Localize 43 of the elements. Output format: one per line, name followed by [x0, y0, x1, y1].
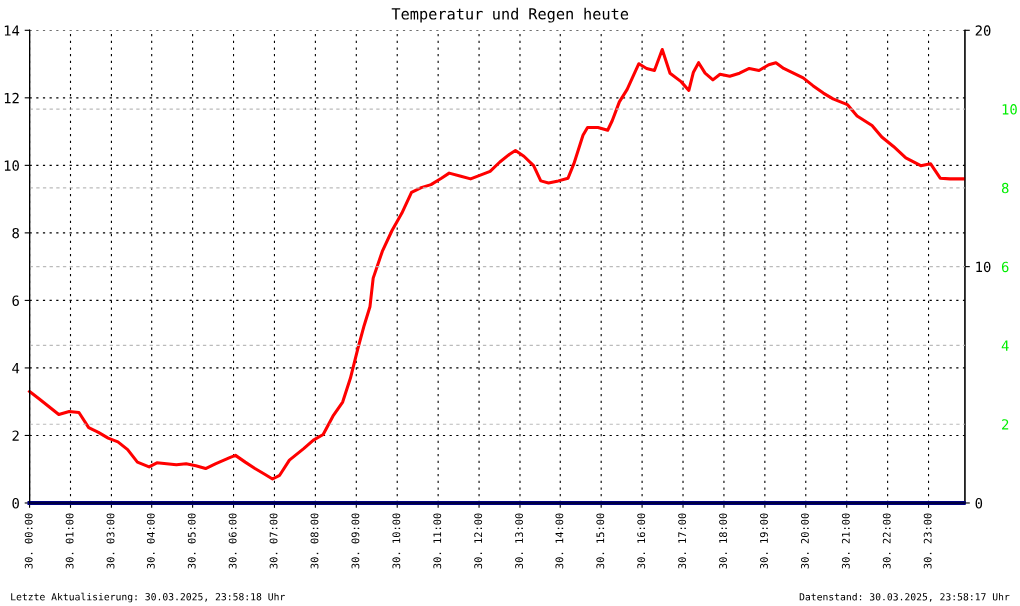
x-tick-label: 30. 05:00	[187, 513, 196, 569]
text: Datenstand: 30.03.2025, 23:58:17 Uhr	[799, 592, 1010, 602]
x-tick-label: 30. 22:00	[882, 513, 891, 569]
x-tick-label: 30. 19:00	[760, 513, 768, 569]
text: Letzte Aktualisierung: 30.03.2025, 23:58:18 Uhr	[11, 592, 285, 603]
x-tick-label: 30. 12:00	[474, 513, 483, 569]
y3-tick-label: 10	[1002, 104, 1017, 115]
x-tick-label: 30. 18:00	[719, 513, 727, 569]
x-tick-label: 30. 13:00	[515, 513, 524, 569]
y2-tick-label: 0	[975, 497, 983, 509]
x-tick-label: 30. 01:00	[65, 513, 74, 569]
x-tick-label: 30. 17:00	[678, 513, 687, 569]
y3-tick-label: 2	[1002, 419, 1009, 430]
y-tick-label: 8	[12, 227, 19, 239]
x-tick-label: 30. 21:00	[841, 513, 850, 569]
y-tick-label: 4	[12, 363, 20, 374]
y-tick-label: 10	[4, 160, 19, 171]
y3-tick-label: 4	[1001, 340, 1009, 351]
x-tick-label: 30. 07:00	[269, 513, 278, 569]
y2-tick-label: 20	[975, 25, 991, 36]
x-tick-label: 30. 20:00	[800, 513, 809, 569]
x-tick-label: 30. 04:00	[146, 513, 155, 569]
x-tick-label: 30. 03:00	[106, 513, 115, 569]
x-tick-label: 30. 10:00	[392, 513, 401, 569]
y3-tick-label: 8	[1001, 182, 1009, 194]
y-tick-label: 6	[12, 295, 19, 306]
y-tick-label: 14	[4, 25, 20, 36]
x-tick-label: 30. 09:00	[351, 513, 360, 569]
y-tick-label: 2	[12, 430, 19, 441]
x-tick-label: 30. 15:00	[596, 513, 605, 569]
y2-tick-label: 10	[976, 261, 991, 273]
line-series	[28, 48, 966, 481]
x-tick-label: 30. 11:00	[433, 513, 442, 569]
x-tick-label: 30. 23:00	[923, 513, 932, 569]
chart-title: Temperatur und Regen heute	[391, 7, 629, 23]
y-tick-label: 0	[12, 497, 19, 509]
y3-tick-label: 6	[1001, 261, 1009, 273]
y-tick-label: 12	[4, 92, 19, 104]
x-tick-label: 30. 14:00	[555, 513, 564, 569]
x-tick-label: 30. 00:00	[24, 513, 33, 569]
x-tick-label: 30. 16:00	[637, 513, 646, 569]
x-tick-label: 30. 06:00	[228, 513, 237, 569]
x-tick-label: 30. 08:00	[310, 513, 319, 569]
